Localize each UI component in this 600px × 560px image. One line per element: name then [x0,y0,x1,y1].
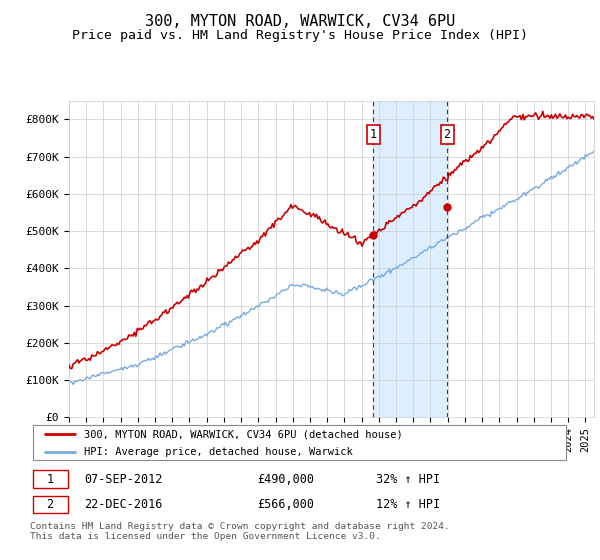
Text: 300, MYTON ROAD, WARWICK, CV34 6PU (detached house): 300, MYTON ROAD, WARWICK, CV34 6PU (deta… [84,429,403,439]
Text: HPI: Average price, detached house, Warwick: HPI: Average price, detached house, Warw… [84,447,353,457]
Text: Contains HM Land Registry data © Crown copyright and database right 2024.
This d: Contains HM Land Registry data © Crown c… [30,522,450,542]
FancyBboxPatch shape [33,426,566,460]
FancyBboxPatch shape [33,470,68,488]
Text: 1: 1 [46,473,53,486]
Text: 2: 2 [46,498,53,511]
Text: 22-DEC-2016: 22-DEC-2016 [84,498,163,511]
Text: Price paid vs. HM Land Registry's House Price Index (HPI): Price paid vs. HM Land Registry's House … [72,29,528,42]
Text: £566,000: £566,000 [257,498,314,511]
Text: 07-SEP-2012: 07-SEP-2012 [84,473,163,486]
Text: £490,000: £490,000 [257,473,314,486]
Text: 2: 2 [443,128,451,141]
Text: 12% ↑ HPI: 12% ↑ HPI [376,498,440,511]
Text: 1: 1 [370,128,377,141]
Text: 300, MYTON ROAD, WARWICK, CV34 6PU: 300, MYTON ROAD, WARWICK, CV34 6PU [145,14,455,29]
Text: 32% ↑ HPI: 32% ↑ HPI [376,473,440,486]
FancyBboxPatch shape [33,496,68,513]
